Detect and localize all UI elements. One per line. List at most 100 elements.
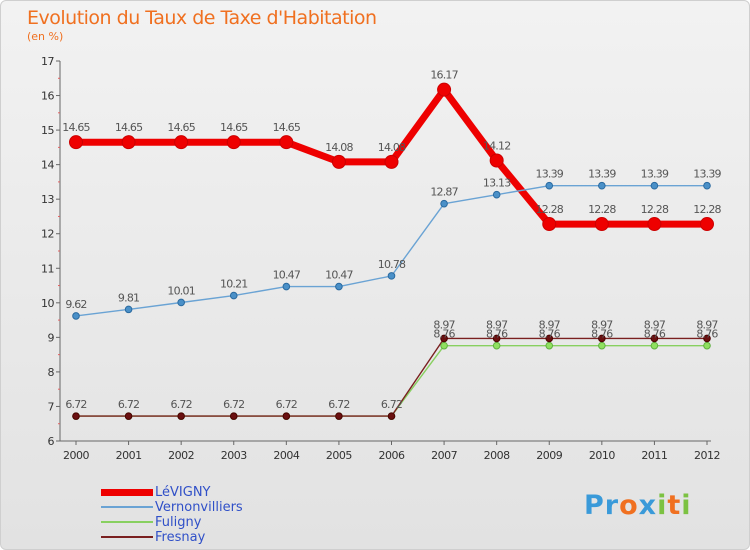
data-point (545, 341, 554, 350)
data-label: 14.12 (483, 139, 511, 152)
chart-subtitle: (en %) (27, 30, 64, 43)
data-label: 14.65 (115, 121, 143, 134)
data-label: 12.28 (693, 203, 721, 216)
data-label: 10.78 (378, 258, 406, 271)
data-point (440, 199, 448, 208)
y-tick-label: 14 (41, 159, 54, 172)
x-tick-label: 2012 (694, 449, 720, 462)
data-label: 10.01 (167, 284, 195, 297)
data-point (703, 181, 711, 190)
data-label: 10.47 (273, 269, 301, 282)
legend-label: Fuligny (155, 515, 202, 530)
data-point (492, 341, 501, 350)
x-tick-label: 2010 (589, 449, 615, 462)
legend-label: Fresnay (155, 530, 206, 545)
data-label: 16.17 (430, 69, 458, 82)
data-point (492, 190, 501, 199)
y-tick-label: 16 (41, 90, 54, 103)
data-point (335, 412, 343, 420)
x-tick-label: 2005 (326, 449, 352, 462)
data-label: 14.08 (325, 141, 353, 154)
data-label: 8.76 (539, 328, 561, 341)
data-point (598, 341, 606, 350)
data-label: 6.72 (381, 398, 402, 411)
data-point (174, 135, 189, 150)
x-tick-label: 2004 (273, 449, 299, 462)
y-tick-label: 11 (41, 262, 54, 275)
data-point (598, 334, 606, 343)
x-tick-label: 2003 (221, 449, 247, 462)
data-point (384, 154, 399, 169)
data-point (703, 334, 711, 343)
data-label: 13.39 (693, 168, 721, 181)
data-point (650, 341, 659, 350)
data-point (545, 181, 554, 190)
legend-label: LéVIGNY (155, 485, 211, 500)
data-label: 8.76 (696, 328, 718, 341)
chart-title: Evolution du Taux de Taxe d'Habitation (27, 7, 377, 29)
x-tick-label: 2011 (641, 449, 667, 462)
legend-label: Vernonvilliers (155, 500, 243, 515)
data-point (700, 217, 714, 232)
data-label: 14.65 (62, 121, 90, 134)
y-tick-label: 8 (48, 366, 55, 379)
data-point (72, 412, 80, 420)
data-label: 8.76 (486, 328, 508, 341)
data-label: 6.72 (276, 398, 297, 411)
data-label: 14.65 (220, 121, 248, 134)
data-label: 8.97 (696, 318, 718, 331)
data-point (594, 217, 609, 232)
data-point (440, 334, 448, 343)
data-label: 8.97 (644, 318, 666, 331)
data-point (226, 135, 241, 150)
data-point (335, 282, 343, 291)
y-tick-label: 7 (48, 400, 55, 413)
data-label: 12.28 (536, 203, 564, 216)
x-tick-label: 2009 (536, 449, 562, 462)
data-label: 6.72 (65, 398, 86, 411)
data-label: 14.08 (378, 141, 406, 154)
data-point (177, 412, 185, 420)
data-label: 10.21 (220, 278, 248, 291)
data-label: 14.65 (273, 121, 301, 134)
legend-swatch (101, 536, 153, 538)
y-tick-label: 10 (41, 297, 54, 310)
legend-swatch (101, 521, 153, 523)
data-label: 6.72 (171, 398, 192, 411)
data-point (229, 412, 238, 420)
data-point (229, 291, 238, 300)
data-label: 12.28 (588, 203, 616, 216)
data-point (703, 341, 711, 350)
data-point (489, 153, 504, 168)
data-point (440, 341, 448, 350)
data-point (121, 135, 136, 150)
data-point (492, 334, 501, 343)
data-label: 13.39 (588, 168, 616, 181)
data-label: 6.72 (328, 398, 349, 411)
x-tick-label: 2002 (168, 449, 194, 462)
data-label: 8.97 (591, 318, 613, 331)
data-label: 10.47 (325, 269, 353, 282)
data-label: 8.97 (539, 318, 561, 331)
data-point (650, 334, 659, 343)
data-point (282, 282, 291, 291)
x-tick-label: 2001 (116, 449, 142, 462)
x-tick-label: 2006 (379, 449, 405, 462)
y-tick-label: 9 (48, 331, 55, 344)
data-point (282, 412, 291, 420)
data-label: 12.87 (430, 186, 458, 199)
y-tick-label: 17 (41, 55, 54, 68)
legend-swatch (101, 488, 153, 496)
x-tick-label: 2000 (63, 449, 89, 462)
data-label: 13.39 (641, 168, 669, 181)
data-label: 8.76 (433, 328, 455, 341)
data-label: 6.72 (118, 398, 139, 411)
data-point (279, 135, 294, 150)
y-tick-label: 12 (41, 228, 54, 241)
data-point (177, 298, 185, 307)
data-point (542, 217, 557, 232)
data-label: 6.72 (223, 398, 244, 411)
data-point (72, 312, 80, 320)
data-label: 8.76 (644, 328, 666, 341)
